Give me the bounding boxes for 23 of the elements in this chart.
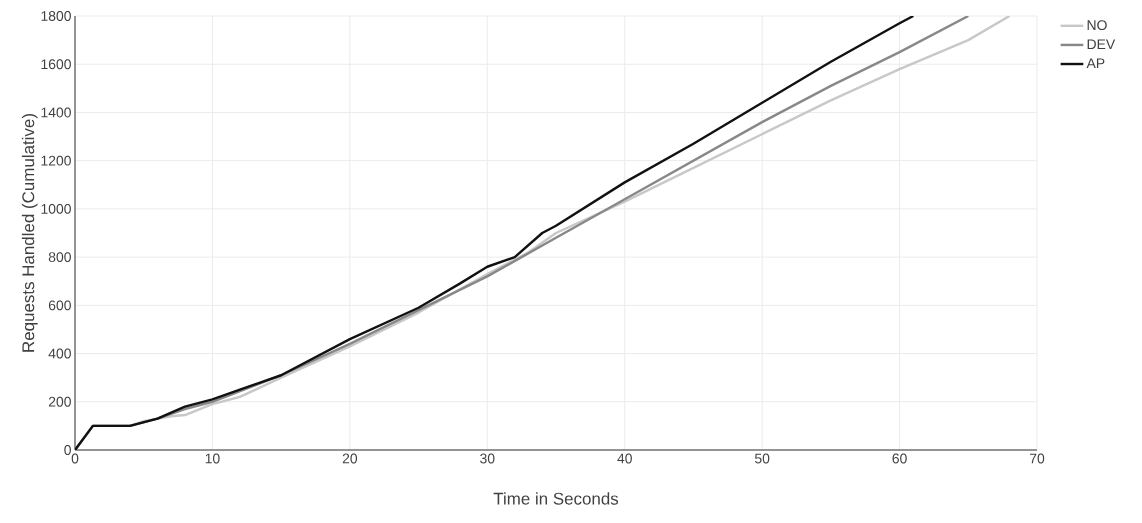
y-axis-title: Requests Handled (Cumulative) xyxy=(21,114,38,352)
y-tick-label: 800 xyxy=(48,252,71,263)
x-tick-label: 10 xyxy=(205,453,220,464)
legend-label: AP xyxy=(1086,58,1105,69)
y-tick-label: 0 xyxy=(64,445,71,455)
x-tick-label: 20 xyxy=(342,453,358,464)
x-tick-label: 0 xyxy=(71,453,79,464)
legend-label: DEV xyxy=(1087,39,1116,49)
x-tick-label: 50 xyxy=(754,453,770,464)
legend-label: NO xyxy=(1087,20,1107,31)
y-tick-label: 1800 xyxy=(41,11,71,21)
y-tick-label: 600 xyxy=(48,300,71,311)
y-tick-label: 200 xyxy=(48,396,71,407)
y-tick-label: 1400 xyxy=(41,107,71,118)
y-tick-label: 1600 xyxy=(41,59,71,70)
x-tick-label: 40 xyxy=(617,453,632,464)
y-tick-label: 400 xyxy=(48,348,71,359)
x-axis-title: Time in Seconds xyxy=(493,492,619,505)
y-tick-label: 1000 xyxy=(41,203,71,214)
x-tick-label: 30 xyxy=(480,453,495,464)
x-tick-label: 60 xyxy=(892,453,907,464)
x-tick-label: 70 xyxy=(1029,453,1045,464)
y-tick-label: 1200 xyxy=(41,155,71,166)
